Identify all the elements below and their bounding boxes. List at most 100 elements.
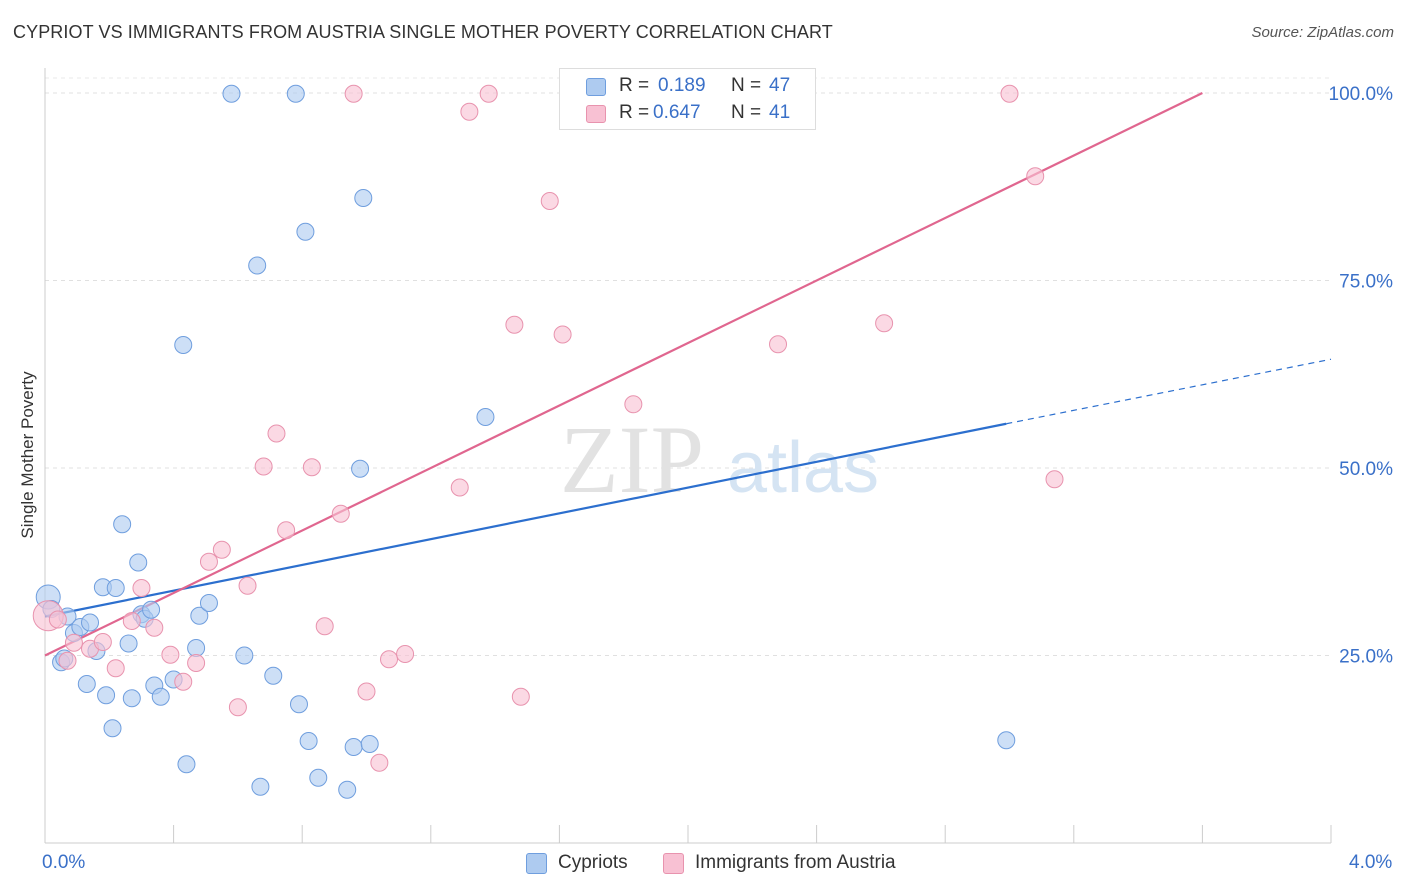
- stats-n-value-cypriots: 47: [769, 75, 791, 96]
- austria-point: [1000, 84, 1019, 103]
- stats-n-label: N =: [731, 75, 762, 96]
- austria-point: [199, 552, 218, 571]
- austria-point: [769, 335, 788, 354]
- stats-box: R = 0.189 N = 47 R = 0.647 N = 41: [559, 68, 816, 130]
- austria-point: [344, 84, 363, 103]
- austria-point: [58, 651, 77, 670]
- trend-lines: [44, 92, 1332, 657]
- austria-point: [511, 687, 530, 706]
- cypriots-point: [119, 634, 138, 653]
- austria-point: [553, 325, 572, 344]
- austria-point: [93, 633, 112, 651]
- austria-point: [505, 315, 524, 334]
- austria-point: [450, 478, 469, 497]
- austria-point: [267, 424, 286, 443]
- cypriots-point: [286, 84, 305, 103]
- austria-point: [238, 576, 257, 595]
- austria-point: [187, 654, 206, 672]
- stats-r-label: R =: [619, 75, 650, 96]
- cypriots-point: [106, 579, 125, 597]
- cypriots-point: [122, 689, 141, 708]
- cypriots-point: [81, 613, 100, 632]
- austria-point: [254, 457, 273, 476]
- data-points: [32, 84, 1064, 799]
- cypriots-point: [360, 735, 379, 753]
- austria-point: [48, 610, 67, 629]
- austria-point: [315, 617, 334, 636]
- cypriots-point: [309, 768, 328, 787]
- cypriots-point: [338, 780, 357, 799]
- legend-swatch-cypriots: [526, 853, 547, 874]
- legend-label-cypriots: Cypriots: [558, 852, 628, 873]
- cypriots-point: [235, 646, 254, 665]
- cypriots-point: [113, 515, 132, 534]
- cypriots-swatch: [586, 78, 606, 96]
- trend-line-extension: [1006, 358, 1332, 425]
- austria-point: [277, 521, 296, 540]
- austria-point: [106, 659, 125, 678]
- cypriots-point: [129, 553, 148, 572]
- cypriots-point: [299, 732, 318, 750]
- legend-swatch-austria: [663, 853, 684, 874]
- y-tick-label: 75.0%: [1339, 272, 1393, 293]
- cypriots-point: [476, 408, 495, 426]
- cypriots-point: [248, 256, 267, 275]
- austria-point: [122, 612, 141, 630]
- cypriots-point: [199, 594, 218, 612]
- cypriots-point: [344, 738, 363, 756]
- cypriots-point: [354, 189, 373, 207]
- cypriots-point: [190, 606, 209, 625]
- cypriots-point: [251, 777, 270, 796]
- austria-point: [212, 540, 231, 559]
- austria-point: [302, 458, 321, 477]
- cypriots-point: [142, 600, 161, 619]
- austria-point: [396, 645, 415, 663]
- cypriots-point: [289, 695, 308, 714]
- chart-title: CYPRIOT VS IMMIGRANTS FROM AUSTRIA SINGL…: [13, 22, 833, 42]
- stats-r-value-austria: 0.647: [653, 102, 701, 123]
- austria-point: [161, 645, 180, 664]
- austria-swatch: [586, 105, 606, 123]
- y-tick-labels: 25.0% 50.0% 75.0% 100.0%: [1329, 84, 1394, 668]
- watermark-atlas: atlas: [727, 428, 879, 508]
- cypriots-point: [296, 222, 315, 241]
- watermark: ZIP atlas: [560, 406, 879, 513]
- y-tick-label: 25.0%: [1339, 647, 1393, 668]
- cypriots-point: [77, 675, 96, 693]
- austria-point: [624, 395, 643, 414]
- austria-point: [132, 579, 151, 597]
- austria-point: [460, 102, 479, 121]
- stats-r-value-cypriots: 0.189: [658, 75, 706, 96]
- x-tick-label-max: 4.0%: [1349, 852, 1393, 873]
- austria-point: [875, 314, 894, 333]
- austria-point: [370, 753, 389, 772]
- cypriots-point: [103, 719, 122, 738]
- stats-n-value-austria: 41: [769, 102, 791, 123]
- cypriots-point: [264, 666, 283, 685]
- austria-point: [331, 504, 350, 523]
- cypriots-point: [222, 84, 241, 103]
- cypriots-point: [97, 686, 116, 705]
- cypriots-point: [151, 687, 170, 706]
- austria-point: [64, 633, 83, 652]
- cypriots-point: [187, 639, 206, 657]
- y-tick-label: 50.0%: [1339, 459, 1393, 480]
- trend-line-austria: [44, 92, 1203, 657]
- cypriots-point: [351, 459, 370, 478]
- x-tick-label-min: 0.0%: [42, 852, 86, 873]
- y-axis-title: Single Mother Poverty: [18, 371, 37, 539]
- austria-point: [228, 698, 247, 717]
- chart-source: Source: ZipAtlas.com: [1251, 24, 1394, 41]
- legend-label-austria: Immigrants from Austria: [695, 852, 896, 873]
- gridlines: [45, 77, 1331, 656]
- stats-n-label: N =: [731, 102, 762, 123]
- stats-r-label: R =: [619, 102, 650, 123]
- cypriots-point: [997, 731, 1016, 750]
- austria-point: [540, 192, 559, 210]
- austria-point: [380, 650, 399, 669]
- trend-line-cypriots: [44, 422, 1007, 618]
- axes: [44, 68, 1332, 844]
- cypriots-point: [174, 336, 193, 354]
- watermark-zip: ZIP: [560, 406, 704, 513]
